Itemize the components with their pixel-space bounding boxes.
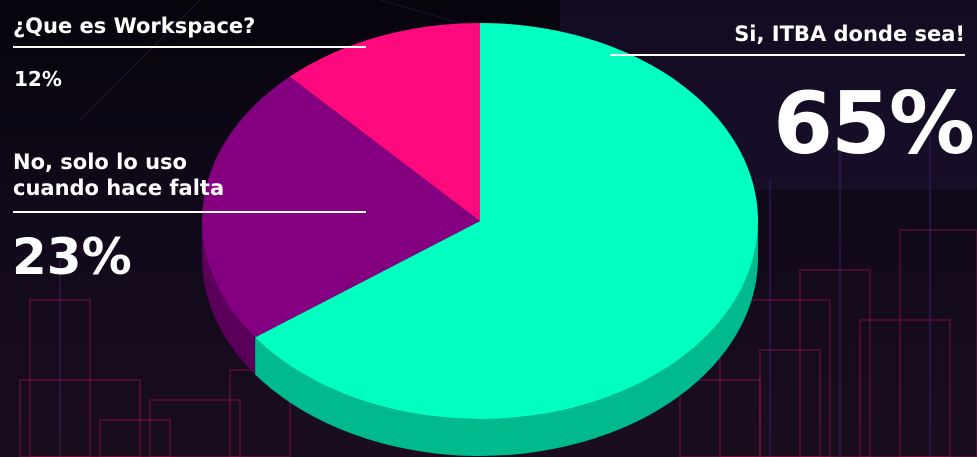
pie-slice-2 <box>289 22 480 221</box>
divider-si <box>610 54 965 56</box>
pie-slice-side-1 <box>201 221 256 375</box>
percent-label-no: 23% <box>12 228 132 286</box>
legend-label-no: No, solo lo uso cuando hace falta <box>13 150 225 200</box>
pie-slice-0 <box>255 23 758 419</box>
legend-label-si: Si, ITBA donde sea! <box>734 22 965 46</box>
pie-chart-slices <box>201 22 758 457</box>
percent-label-workspace: 12% <box>14 67 62 91</box>
divider-no <box>13 211 366 213</box>
legend-label-workspace: ¿Que es Workspace? <box>13 14 256 38</box>
pie-slice-1 <box>201 76 480 338</box>
divider-workspace <box>13 46 366 48</box>
pie-slice-side-0 <box>255 221 758 457</box>
percent-label-si: 65% <box>773 74 975 174</box>
